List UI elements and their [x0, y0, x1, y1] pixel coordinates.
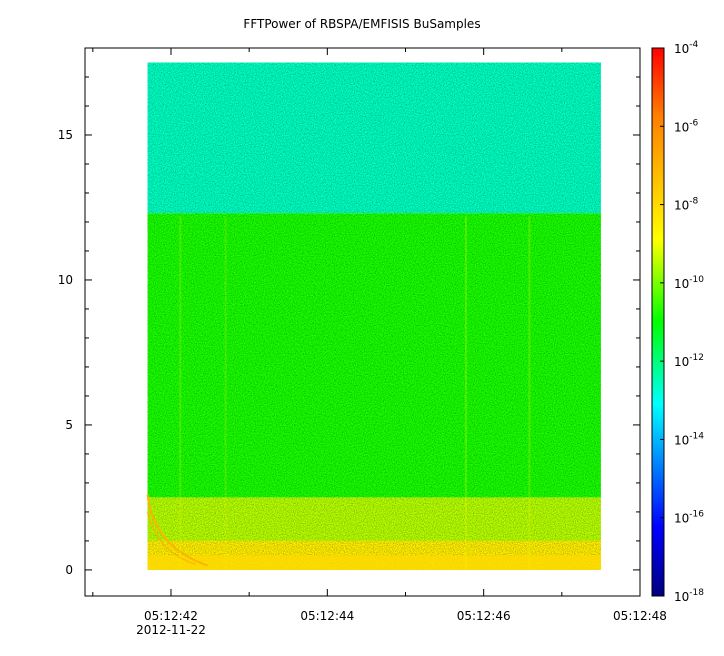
y-axis: 0 5 10 15 — [58, 76, 640, 577]
x-tick-label: 05:12:48 — [613, 609, 667, 623]
colorbar-tick-label: 10-12 — [674, 353, 704, 369]
streak-2 — [179, 216, 182, 570]
whistler-trace-1 — [146, 494, 208, 567]
colorbar-tick-label: 10-4 — [674, 40, 699, 56]
y-tick-label: 10 — [58, 273, 73, 287]
colorbar-tick-label: 10-18 — [674, 588, 704, 604]
colorbar-tick-label: 10-14 — [674, 431, 704, 447]
colorbar — [651, 47, 665, 597]
colorbar-tick-label: 10-16 — [674, 510, 704, 526]
colorbar-tick-label: 10-8 — [674, 197, 699, 213]
whistler-trace-2 — [146, 511, 196, 565]
y-tick-label: 0 — [65, 563, 73, 577]
colorbar-axis: 10-4 10-6 10-8 10-10 10-12 10-14 10-16 10-18 — [660, 40, 704, 604]
spectrogram-image — [146, 62, 601, 570]
chart-title: FFTPower of RBSPA/EMFISIS BuSamples — [243, 17, 481, 31]
streak-3 — [224, 216, 227, 570]
y-tick-label: 5 — [65, 418, 73, 432]
colorbar-tick-label: 10-10 — [674, 275, 704, 291]
low-freq-band — [147, 555, 601, 570]
x-date-label: 2012-11-22 — [136, 623, 206, 637]
streak-0 — [464, 216, 467, 570]
spectrogram-texture — [147, 62, 601, 570]
x-tick-label: 05:12:46 — [457, 609, 511, 623]
streak-1 — [528, 216, 531, 570]
x-tick-label: 05:12:44 — [300, 609, 354, 623]
y-tick-label: 15 — [58, 128, 73, 142]
colorbar-tick-label: 10-6 — [674, 118, 699, 134]
x-tick-label: 05:12:42 — [144, 609, 198, 623]
